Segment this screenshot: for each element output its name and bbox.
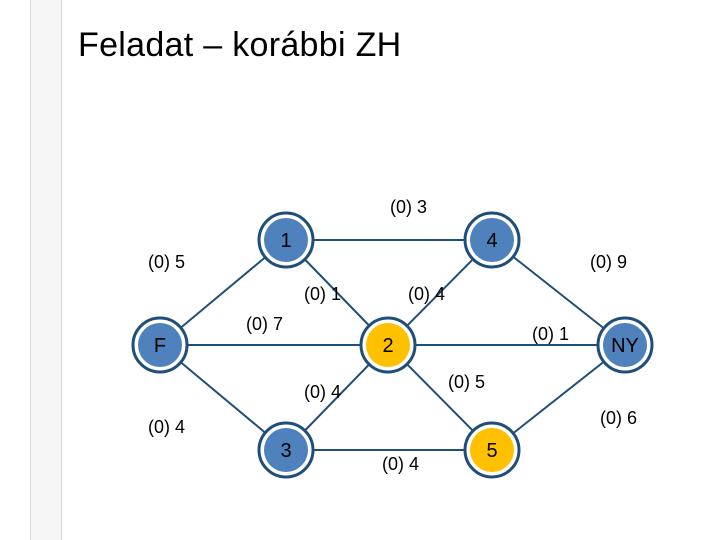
node-label-2: 2 — [382, 335, 393, 357]
node-5: 5 — [465, 423, 519, 477]
node-NY: NY — [598, 318, 652, 372]
node-4: 4 — [465, 213, 519, 267]
edge-F-3 — [181, 362, 266, 432]
node-label-1: 1 — [280, 230, 291, 252]
edge-label-1-2: (0) 1 — [304, 284, 341, 304]
edge-label-F-1: (0) 5 — [148, 252, 185, 272]
network-graph: (0) 5 (0) 7 (0) 4 (0) 3 (0) 1 (0) 4 (0) 9 (0) 4… — [0, 0, 720, 540]
node-label-F: F — [154, 335, 166, 357]
edge-label-3-2: (0) 4 — [304, 382, 341, 402]
node-3: 3 — [259, 423, 313, 477]
node-2: 2 — [361, 318, 415, 372]
node-label-3: 3 — [280, 440, 291, 462]
node-label-NY: NY — [611, 335, 639, 357]
edge-label-2-5: (0) 5 — [448, 372, 485, 392]
edge-label-4-NY: (0) 9 — [590, 252, 627, 272]
edge-label-F-3: (0) 4 — [148, 417, 185, 437]
edge-label-1-4: (0) 3 — [390, 197, 427, 217]
edge-label-3-5: (0) 4 — [382, 454, 419, 474]
edge-label-4-2: (0) 4 — [408, 284, 445, 304]
node-1: 1 — [259, 213, 313, 267]
edge-5-NY — [513, 362, 604, 434]
edge-label-5-NY: (0) 6 — [600, 408, 637, 428]
node-label-4: 4 — [486, 230, 497, 252]
node-F: F — [133, 318, 187, 372]
edge-label-F-2: (0) 7 — [246, 314, 283, 334]
node-label-5: 5 — [486, 440, 497, 462]
edge-label-2-NY: (0) 1 — [532, 324, 569, 344]
